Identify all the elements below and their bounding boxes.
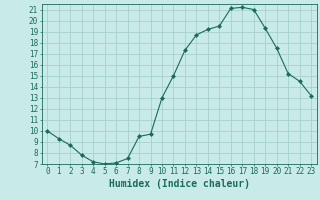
X-axis label: Humidex (Indice chaleur): Humidex (Indice chaleur) <box>109 179 250 189</box>
